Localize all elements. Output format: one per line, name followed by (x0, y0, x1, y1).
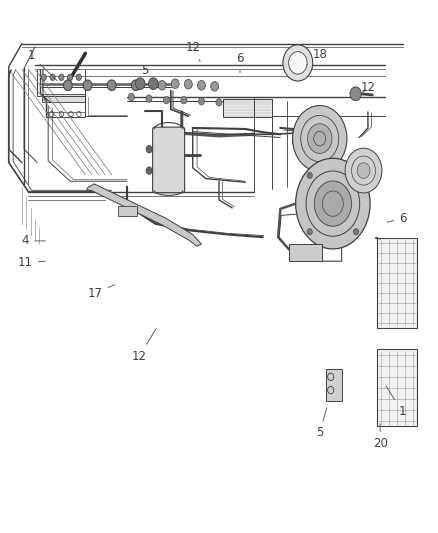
Circle shape (67, 74, 73, 80)
Circle shape (50, 74, 55, 80)
Circle shape (184, 79, 192, 89)
Polygon shape (87, 184, 201, 246)
Text: 4: 4 (21, 235, 46, 247)
Text: 12: 12 (132, 328, 156, 362)
Circle shape (148, 78, 158, 90)
Bar (377, 349, 417, 426)
Circle shape (146, 95, 152, 102)
Circle shape (314, 181, 351, 226)
Circle shape (76, 74, 81, 80)
Text: 5: 5 (316, 408, 327, 439)
Circle shape (307, 229, 312, 235)
Bar (289, 244, 322, 261)
Circle shape (283, 45, 313, 81)
Circle shape (216, 99, 222, 106)
Circle shape (64, 80, 72, 91)
Circle shape (158, 80, 166, 90)
Circle shape (128, 93, 134, 101)
Circle shape (41, 74, 46, 80)
Text: 20: 20 (373, 424, 388, 450)
Text: 6: 6 (236, 52, 244, 73)
FancyBboxPatch shape (152, 127, 185, 193)
Circle shape (289, 52, 307, 74)
Circle shape (353, 229, 359, 235)
Bar (377, 238, 417, 328)
Bar (326, 369, 342, 401)
Circle shape (83, 80, 92, 91)
Circle shape (293, 106, 347, 172)
Circle shape (59, 74, 64, 80)
Circle shape (198, 80, 205, 90)
Text: 1: 1 (28, 50, 57, 80)
Circle shape (107, 80, 116, 91)
Circle shape (345, 148, 382, 193)
Bar (118, 206, 137, 216)
Circle shape (357, 163, 370, 179)
Circle shape (296, 158, 370, 249)
Circle shape (163, 96, 170, 104)
Circle shape (307, 172, 312, 179)
Circle shape (181, 96, 187, 104)
Circle shape (198, 98, 205, 105)
Text: 17: 17 (88, 285, 115, 300)
Text: 5: 5 (141, 64, 154, 80)
Circle shape (353, 172, 359, 179)
Circle shape (135, 78, 145, 90)
Text: 12: 12 (185, 42, 200, 61)
Text: 18: 18 (307, 48, 327, 65)
Text: 11: 11 (18, 256, 46, 269)
Text: 12: 12 (360, 82, 375, 94)
Circle shape (307, 124, 332, 154)
Polygon shape (223, 99, 272, 117)
Circle shape (146, 146, 152, 153)
Circle shape (211, 82, 219, 91)
Text: 1: 1 (386, 386, 406, 418)
Bar (42, 94, 85, 102)
Circle shape (146, 167, 152, 174)
Circle shape (131, 80, 140, 91)
Circle shape (350, 87, 361, 101)
Circle shape (171, 79, 179, 88)
Text: 6: 6 (387, 212, 407, 225)
